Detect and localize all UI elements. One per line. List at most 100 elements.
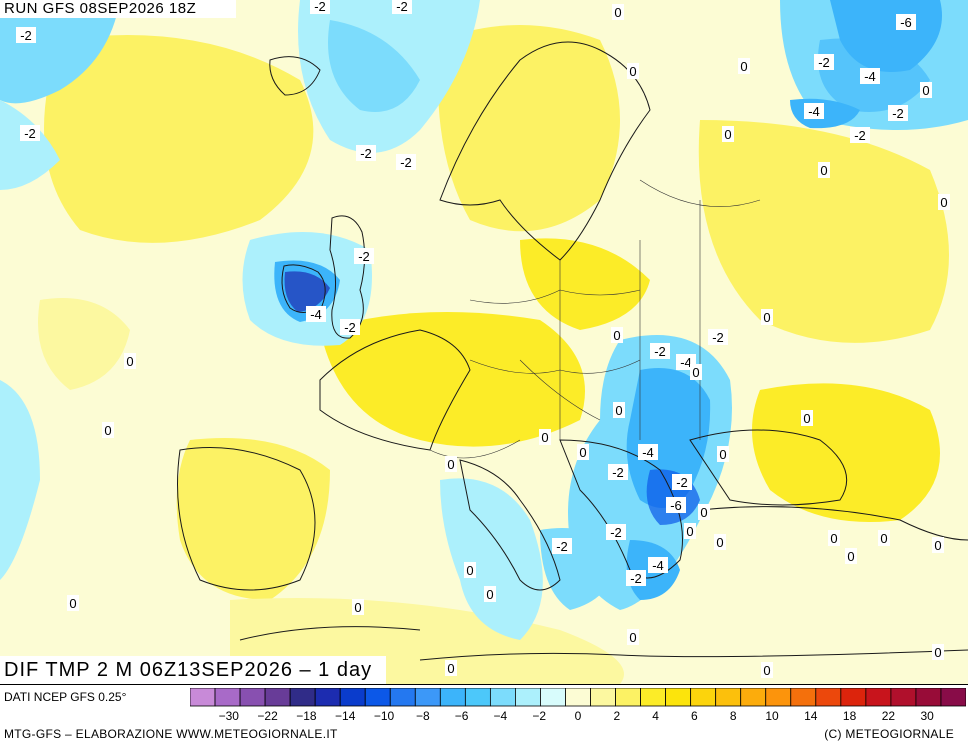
contour-label: 0: [698, 504, 710, 520]
svg-text:0: 0: [126, 354, 133, 369]
contour-label: -2: [708, 329, 728, 345]
color-scale-swatch: [841, 688, 866, 706]
svg-text:0: 0: [614, 5, 621, 20]
svg-text:-2: -2: [556, 539, 568, 554]
svg-text:-2: -2: [20, 28, 32, 43]
color-scale-swatch: [240, 688, 265, 706]
svg-text:-4: -4: [642, 445, 654, 460]
color-scale-tick-label: −8: [416, 709, 430, 723]
color-scale-swatch: [916, 688, 941, 706]
color-scale-swatch: [891, 688, 916, 706]
svg-text:0: 0: [922, 83, 929, 98]
svg-text:0: 0: [486, 587, 493, 602]
contour-label: -2: [888, 105, 908, 121]
footer-credit: MTG-GFS – ELABORAZIONE WWW.METEOGIORNALE…: [4, 727, 338, 741]
contour-label: 0: [577, 444, 589, 460]
contour-label: -4: [804, 103, 824, 119]
svg-text:-2: -2: [314, 0, 326, 14]
color-scale-swatch: [591, 688, 616, 706]
contour-label: 0: [920, 82, 932, 98]
svg-text:-4: -4: [808, 104, 820, 119]
svg-text:-2: -2: [396, 0, 408, 14]
contour-label: 0: [828, 530, 840, 546]
svg-text:-2: -2: [712, 330, 724, 345]
contour-label: 0: [738, 58, 750, 74]
color-scale-tick-label: 8: [730, 709, 737, 723]
svg-text:0: 0: [104, 423, 111, 438]
svg-text:0: 0: [934, 538, 941, 553]
color-scale-swatch: [766, 688, 791, 706]
run-info-label: RUN GFS 08SEP2026 18Z: [0, 0, 236, 18]
contour-label: -2: [814, 54, 834, 70]
color-scale-tick-label: −30: [219, 709, 239, 723]
contour-label: -2: [356, 145, 376, 161]
contour-label: 0: [761, 309, 773, 325]
color-scale-swatch: [716, 688, 741, 706]
color-scale-swatch: [741, 688, 766, 706]
svg-text:0: 0: [847, 549, 854, 564]
color-scale-swatch: [866, 688, 891, 706]
contour-label: -2: [354, 248, 374, 264]
svg-text:-6: -6: [900, 15, 912, 30]
svg-text:0: 0: [724, 127, 731, 142]
svg-text:0: 0: [719, 447, 726, 462]
color-scale-swatch: [465, 688, 490, 706]
contour-label: 0: [612, 4, 624, 20]
svg-text:-2: -2: [360, 146, 372, 161]
contour-label: 0: [801, 410, 813, 426]
color-scale-tick-label: 2: [613, 709, 620, 723]
contour-label: -2: [850, 127, 870, 143]
color-scale-tick-label: −2: [532, 709, 546, 723]
color-scale-tick-label: 22: [882, 709, 895, 723]
svg-text:0: 0: [940, 195, 947, 210]
map-title: DIF TMP 2 M 06Z13SEP2026 – 1 day: [0, 656, 386, 684]
contour-label: -2: [392, 0, 412, 14]
color-scale-tick-label: −14: [335, 709, 355, 723]
contour-label: 0: [938, 194, 950, 210]
svg-text:0: 0: [830, 531, 837, 546]
contour-label: -2: [650, 343, 670, 359]
contour-label: -4: [638, 444, 658, 460]
contour-label: 0: [722, 126, 734, 142]
svg-text:0: 0: [69, 596, 76, 611]
svg-text:-2: -2: [854, 128, 866, 143]
color-scale-tick-label: 10: [765, 709, 778, 723]
legend-panel: DATI NCEP GFS 0.25° −30−22−18−14−10−8−6−…: [0, 684, 968, 746]
contour-label: -2: [20, 125, 40, 141]
svg-text:-4: -4: [652, 558, 664, 573]
contour-label: 0: [717, 446, 729, 462]
color-scale-tick-label: −6: [455, 709, 469, 723]
contour-label: -2: [340, 319, 360, 335]
contour-label: 0: [67, 595, 79, 611]
color-scale-tick-label: 6: [691, 709, 698, 723]
contour-label: -4: [860, 68, 880, 84]
svg-text:-2: -2: [654, 344, 666, 359]
color-scale-swatch: [490, 688, 515, 706]
contour-label: -4: [648, 557, 668, 573]
svg-text:0: 0: [629, 64, 636, 79]
svg-text:0: 0: [541, 430, 548, 445]
contour-label: 0: [352, 599, 364, 615]
svg-text:-2: -2: [676, 475, 688, 490]
svg-text:0: 0: [763, 310, 770, 325]
contour-label: -2: [608, 464, 628, 480]
color-scale-tick-label: 4: [652, 709, 659, 723]
contour-label: 0: [611, 327, 623, 343]
contour-label: -2: [16, 27, 36, 43]
color-scale-swatch: [265, 688, 290, 706]
svg-text:0: 0: [686, 524, 693, 539]
svg-text:-2: -2: [818, 55, 830, 70]
contour-label: -6: [666, 497, 686, 513]
color-scale-swatch: [515, 688, 540, 706]
svg-text:0: 0: [880, 531, 887, 546]
contour-label: -2: [396, 154, 416, 170]
contour-label: 0: [845, 548, 857, 564]
contour-label: -2: [672, 474, 692, 490]
svg-text:-2: -2: [344, 320, 356, 335]
color-scale-swatch: [315, 688, 340, 706]
svg-text:0: 0: [763, 663, 770, 678]
contour-label: 0: [932, 644, 944, 660]
color-scale-tick-label: 14: [804, 709, 817, 723]
